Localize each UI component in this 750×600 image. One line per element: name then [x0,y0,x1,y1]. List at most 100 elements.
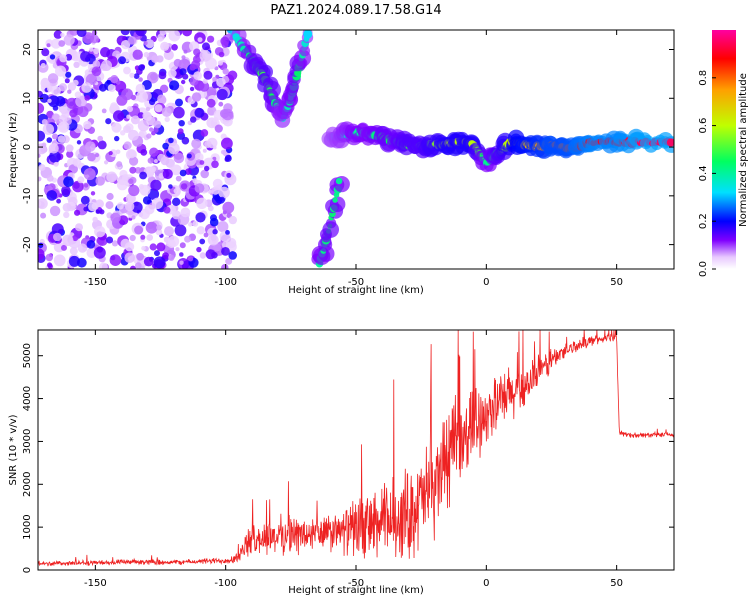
descending-branch-cell [332,197,338,203]
colorbar-label: Normalized spectral amplitude [738,73,749,227]
spectrogram-noise-cell [38,176,42,182]
spectrogram-noise-cell [88,167,93,172]
spectrogram-noise-cell [186,153,192,159]
spectrogram-noise-cell [218,101,224,107]
spectrogram-noise-cell [111,240,119,247]
spectrogram-noise-cell [206,98,216,108]
snr-series-line [38,330,674,567]
spectrogram-noise-cell [58,114,68,124]
spectrogram-noise-cell [50,38,62,49]
spectrogram-noise-cell [142,196,152,205]
spectrogram-noise-cell [138,131,145,138]
spectrogram-noise-cell [135,262,142,269]
spectrogram-x-tick-label: -150 [84,277,107,288]
spectrogram-noise-cell [168,30,181,42]
spectrogram-noise-cell [138,212,144,218]
spectrogram-noise-cell [169,80,180,91]
spectrogram-noise-cell [168,142,180,155]
spectrogram-noise-cell [215,74,220,79]
spectrogram-noise-cell [53,254,66,267]
spectrogram-noise-cell [184,235,191,243]
colorbar: 0.0 0.2 0.4 0.6 0.8 Normalized spectral ampl… [698,30,749,277]
spectrogram-noise-cell [110,75,119,84]
spectrogram-x-tick-label: 50 [610,277,623,288]
spectrogram-noise-cell [38,198,48,210]
spectrogram-noise-cell [149,243,157,251]
spectrogram-noise-cell [168,69,177,78]
spectrogram-noise-cell [55,65,67,77]
spectrogram-noise-cell [77,106,89,118]
spectrogram-noise-cell [194,183,205,194]
spectrogram-noise-cell [118,56,126,65]
spectrogram-noise-cell [213,243,222,252]
snr-x-tick-label: 50 [610,578,623,589]
spectrogram-noise-cell [46,137,53,143]
spectrogram-noise-cell [38,248,45,261]
spectrogram-noise-cell [120,30,130,36]
spectrogram-noise-cell [110,102,118,110]
spectrogram-noise-cell [134,167,142,174]
spectrogram-noise-cell [167,235,180,248]
spectrogram-noise-cell [185,168,192,175]
spectrogram-noise-cell [175,247,180,252]
spectrogram-noise-cell [173,152,185,164]
spectrogram-noise-cell [106,192,114,201]
spectrogram-noise-cell [143,256,154,267]
spectrogram-noise-cell [202,42,210,51]
spectrogram-noise-cell [126,114,131,119]
spectrogram-noise-cell [38,153,41,158]
spectrogram-noise-cell [115,149,121,155]
spectrogram-noise-cell [106,171,118,183]
spectrogram-noise-cell [179,68,187,76]
spectrogram-noise-cell [118,215,129,226]
spectrogram-noise-cell [139,184,151,196]
spectrogram-noise-cell [175,98,183,107]
spectrogram-noise-cell [226,172,232,178]
spectrogram-noise-cell [91,66,102,77]
spectrogram-y-tick-label: -20 [22,236,33,252]
spectrogram-noise-cell [80,195,90,205]
spectrogram-noise-cell [46,43,51,48]
spectrogram-noise-cell [83,168,96,181]
spectrogram-noise-cell [75,223,83,232]
snr-y-tick-label: 0 [22,567,33,573]
spectrogram-noise-cell [157,94,166,104]
spectrogram-noise-cell [74,91,82,98]
spectrogram-noise-cell [154,250,160,257]
spectrogram-noise-cell [61,185,71,196]
spectrogram-noise-cell [134,225,144,235]
spectrogram-noise-cell [84,95,91,101]
spectrogram-noise-cell [38,200,42,207]
spectrogram-noise-cell [67,89,72,94]
spectrogram-noise-cell [112,110,125,122]
spectrogram-noise-cell [53,232,62,242]
spectrogram-noise-cell [41,119,48,125]
spectrogram-noise-cell [207,35,215,43]
spectrogram-noise-cell [85,73,97,85]
spectrogram-noise-cell [74,209,81,216]
spectrogram-noise-cell [129,166,137,174]
spectrogram-noise-cell [105,118,112,125]
spectrogram-noise-cell [94,153,100,158]
spectrogram-noise-cell [156,242,166,252]
spectrogram-noise-cell [93,47,100,55]
spectrogram-noise-cell [137,120,150,132]
spectrogram-noise-cell [40,63,46,68]
spectrogram-noise-cell [196,197,208,209]
spectrogram-noise-cell [198,81,210,92]
spectrogram-noise-cell [116,202,124,210]
spectrogram-noise-cell [212,76,217,82]
spectrogram-noise-cell [155,228,163,236]
spectrogram-noise-cell [77,243,88,253]
spectrogram-noise-cell [209,217,219,227]
snr-x-tick-label: 0 [483,578,489,589]
spectrogram-noise-cell [182,30,192,37]
spectrogram-noise-cell [149,98,156,106]
spectrogram-noise-cell [105,201,114,210]
spectrogram-noise-cell [49,151,61,163]
spectrogram-noise-cell [179,169,187,177]
spectrogram-noise-cell [147,188,160,200]
spectrogram-noise-cell [108,151,113,156]
